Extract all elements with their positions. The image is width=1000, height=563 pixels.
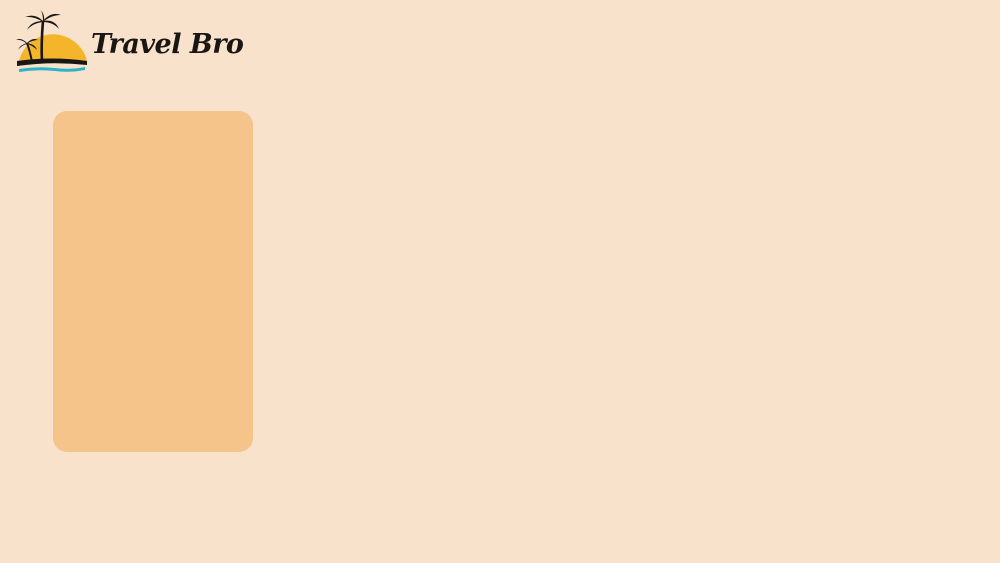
sunset-palm-tree-icon xyxy=(16,9,87,72)
content-card xyxy=(53,111,253,452)
brand-logo[interactable]: Travel Bro xyxy=(15,8,244,78)
brand-name: Travel Bro xyxy=(91,28,244,60)
